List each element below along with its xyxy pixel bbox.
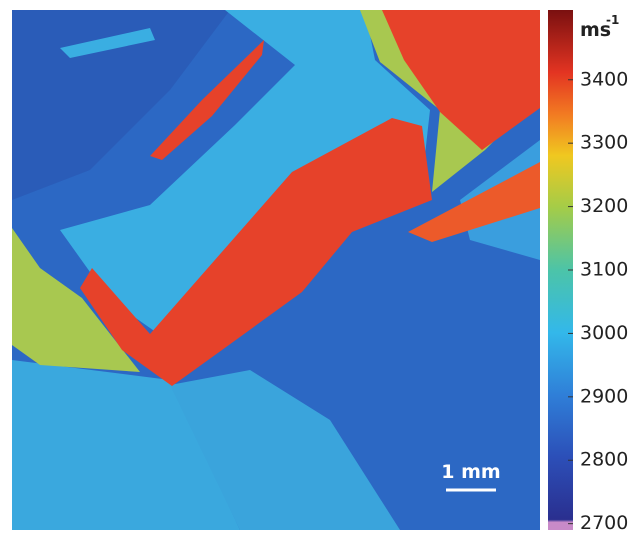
colorbar-tick-label: 3200 xyxy=(580,195,628,217)
colorbar-tick-label: 3100 xyxy=(580,259,628,281)
colorbar-tick-label: 2900 xyxy=(580,385,628,407)
colorbar-tick-label: 2700 xyxy=(580,512,628,534)
colorbar-tick-label: 3300 xyxy=(580,132,628,154)
page: {"colorbar": {"unit": "ms", "unit_expone… xyxy=(0,0,635,534)
colorbar-tick-label: 2800 xyxy=(580,449,628,471)
scale-bar-label: 1 mm xyxy=(441,461,500,483)
colorbar-tick-label: 3000 xyxy=(580,322,628,344)
figure: 1 mm ms -1 27002800290030003100320033003… xyxy=(0,0,635,534)
colorbar-tick-label: 3400 xyxy=(580,68,628,90)
colorbar-unit-exponent: -1 xyxy=(606,13,619,27)
velocity-map xyxy=(12,10,540,530)
